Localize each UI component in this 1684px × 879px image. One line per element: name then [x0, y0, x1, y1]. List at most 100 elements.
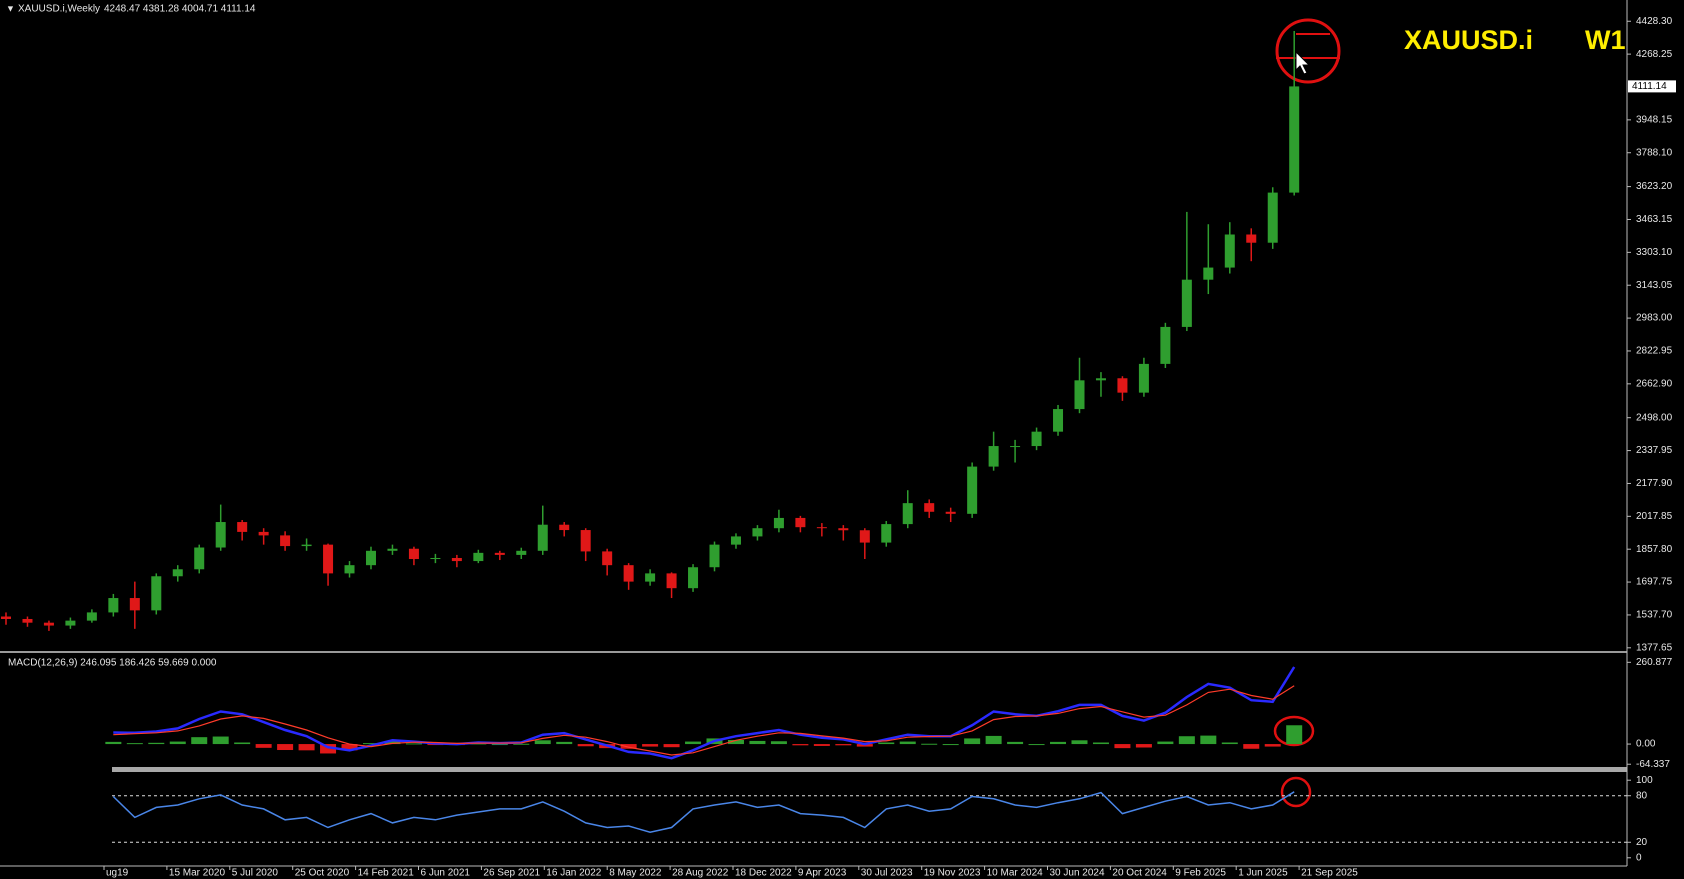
y-tick-label: 3463.15 — [1636, 214, 1673, 225]
candle-body — [237, 522, 248, 532]
candle-body — [730, 536, 741, 545]
histogram-bar — [255, 744, 272, 748]
histogram-bar — [577, 744, 594, 747]
y-tick-label: 0 — [1636, 852, 1642, 863]
histogram-bar — [642, 744, 659, 747]
histogram-bar — [234, 742, 251, 745]
candle-body — [1138, 363, 1149, 393]
rsi-line — [112, 791, 1295, 833]
candle-body — [129, 598, 140, 611]
y-tick-label: 2498.00 — [1636, 412, 1673, 423]
histogram-bar — [942, 744, 959, 746]
x-tick-label: 18 Dec 2022 — [735, 868, 792, 879]
histogram-bar — [556, 741, 573, 745]
histogram-bar — [1135, 744, 1152, 748]
y-tick-label: 3303.10 — [1636, 247, 1673, 258]
candle-body — [1074, 380, 1085, 410]
histogram-bar — [169, 741, 186, 745]
candle-body — [172, 569, 183, 577]
y-tick-label: 4428.30 — [1636, 16, 1673, 27]
x-tick-label: 15 Mar 2020 — [169, 868, 226, 879]
histogram-bar — [685, 741, 702, 745]
candle-body — [602, 551, 613, 566]
y-tick-label: 100 — [1636, 775, 1653, 786]
y-tick-label: 2662.90 — [1636, 378, 1673, 389]
x-tick-label: 14 Feb 2021 — [358, 868, 415, 879]
y-tick-label: -64.337 — [1636, 759, 1670, 770]
y-tick-label: 4268.25 — [1636, 49, 1673, 60]
candle-body — [1289, 86, 1300, 193]
histogram-bar — [770, 741, 787, 745]
histogram-bar — [899, 741, 916, 745]
x-tick-label: 6 Jun 2021 — [421, 868, 471, 879]
x-tick-label: 28 Aug 2022 — [672, 868, 729, 879]
histogram-bar — [513, 743, 530, 745]
annotations — [1273, 18, 1341, 808]
histogram-bar — [620, 744, 637, 749]
candle-body — [1160, 326, 1171, 364]
candle-body — [1095, 378, 1106, 381]
candle-body — [494, 552, 505, 555]
candle-body — [902, 503, 913, 525]
macd-line — [113, 666, 1296, 760]
y-tick-label: 80 — [1636, 790, 1648, 801]
candle-body — [709, 544, 720, 568]
y-tick-label: 3143.05 — [1636, 280, 1673, 291]
highlight-circle — [1273, 715, 1315, 747]
histogram-bar — [921, 743, 938, 745]
histogram-bar — [341, 744, 358, 751]
header-symbol: XAUUSD.i,Weekly — [18, 4, 100, 15]
histogram-bar — [405, 743, 422, 745]
candle-body — [1117, 378, 1128, 393]
histogram-bar — [1007, 741, 1024, 745]
candle-body — [473, 552, 484, 562]
histogram-bar — [191, 737, 208, 745]
candle-body — [1, 616, 11, 619]
menu-arrow[interactable]: ▼ — [6, 3, 15, 13]
x-tick-label: 9 Apr 2023 — [798, 868, 847, 879]
candle-body — [838, 528, 849, 531]
x-tick-label: 8 May 2022 — [609, 868, 662, 879]
x-tick-label: 10 Mar 2024 — [987, 868, 1044, 879]
histogram-bar — [277, 744, 294, 751]
y-tick-label: 2017.85 — [1636, 511, 1673, 522]
candle-body — [881, 524, 892, 543]
candle-body — [666, 573, 677, 589]
candle-body — [924, 503, 935, 512]
histogram-bar — [1200, 735, 1217, 745]
candle-body — [301, 544, 312, 547]
histogram-bar — [384, 740, 401, 745]
candle-body — [151, 576, 162, 611]
candle-body — [408, 548, 419, 560]
x-tick-label: 1 Jun 2025 — [1238, 868, 1288, 879]
candle-body — [645, 573, 656, 582]
candle-body — [773, 517, 784, 529]
candle-body — [516, 550, 527, 555]
candle-body — [1224, 234, 1235, 268]
candle-body — [1010, 446, 1021, 448]
histogram-bar — [663, 744, 680, 748]
y-tick-label: 1697.75 — [1636, 577, 1673, 588]
x-tick-label: 5 Jul 2020 — [232, 868, 279, 879]
candle-body — [559, 524, 570, 531]
candle-body — [1181, 279, 1192, 327]
histogram-bar — [749, 740, 766, 745]
histogram-bar — [1243, 744, 1260, 749]
y-tick-label: 2822.95 — [1636, 346, 1673, 357]
histogram-bar — [1178, 736, 1195, 745]
candle-body — [795, 517, 806, 528]
candle-body — [430, 557, 441, 560]
candle-body — [280, 535, 291, 547]
header-ohlc: 4248.47 4381.28 4004.71 4111.14 — [104, 4, 256, 15]
candle-body — [945, 511, 956, 514]
histogram-bar — [298, 744, 315, 751]
candle-body — [623, 565, 634, 582]
y-tick-label: 0.00 — [1636, 739, 1656, 750]
candle-body — [344, 565, 355, 574]
y-tick-label: 20 — [1636, 837, 1648, 848]
candle-body — [967, 466, 978, 514]
last-price-label: 4111.14 — [1632, 81, 1667, 92]
histogram-bar — [126, 743, 143, 745]
histogram-bar — [1050, 741, 1067, 745]
